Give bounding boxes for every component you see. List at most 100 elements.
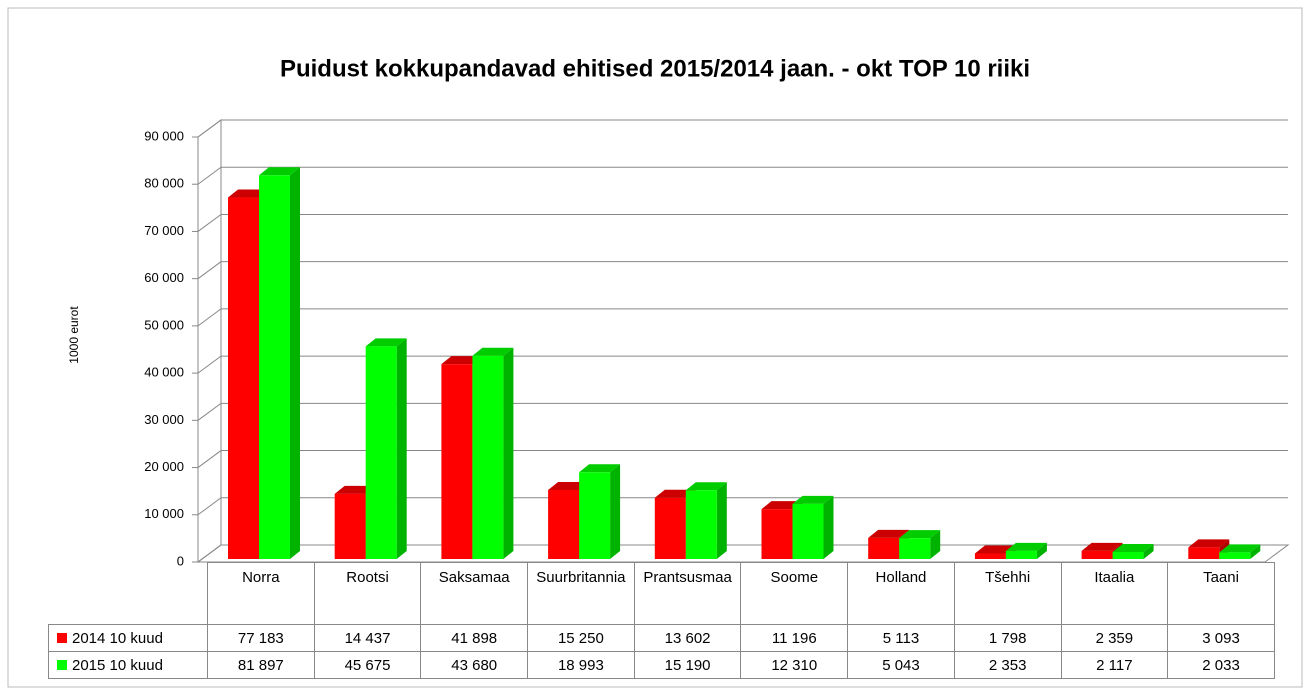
category-label: Norra [207,562,315,625]
bar-top [761,501,803,510]
chart-title: Puidust kokkupandavad ehitised 2015/2014… [280,55,1030,82]
bar [1081,550,1113,559]
category-label: Taani [1167,562,1275,625]
value-label: 15 250 [527,624,635,652]
category-label: Saksamaa [420,562,529,625]
bar [685,490,717,559]
bar [228,197,259,559]
bar-top [1112,544,1154,553]
bar-side [290,167,300,559]
value-label: 2 359 [1060,624,1169,652]
bar-side [716,482,727,559]
y-tick-label: 50 000 [144,317,184,332]
category-label: Tšehhi [953,562,1062,625]
bar-top [259,167,300,176]
value-label: 2 117 [1060,651,1169,679]
bar [868,537,900,559]
grid-line [197,450,1288,468]
value-label: 14 437 [313,624,422,652]
bar [1188,547,1220,559]
bar [1112,552,1144,559]
y-tick-label: 70 000 [144,223,184,238]
data-table: Norra Rootsi Saksamaa Suurbritannia Prantsus… [48,562,1275,679]
value-label: 1 798 [953,624,1062,652]
bar [334,493,366,559]
bar-top [1188,539,1230,548]
bar-top [654,489,696,498]
y-tick-label: 60 000 [144,270,184,285]
value-label: 12 310 [740,651,849,679]
value-label: 77 183 [207,624,315,652]
grid-line [197,166,1288,185]
bar-side [1036,542,1047,559]
value-label: 45 675 [313,651,422,679]
bar [974,553,1006,559]
y-tick-label: 10 000 [144,506,184,521]
legend-cell: 2014 10 kuud [48,624,208,652]
bar-top [1081,542,1123,551]
y-tick-label: 90 000 [144,128,184,143]
value-label: 5 113 [847,624,955,652]
bar [441,364,473,559]
grid-line [197,355,1288,374]
legend-label: 2014 10 kuud [72,629,163,647]
bar [792,503,824,559]
value-label: 15 190 [633,651,742,679]
grid-line [197,308,1288,327]
bar-top [974,545,1016,554]
bar-top [685,482,727,491]
value-label: 2 033 [1167,651,1275,679]
bar [654,497,686,559]
bar [761,509,793,559]
legend-key [57,659,67,670]
table-row: 2014 10 kuud 77 183 14 437 41 898 15 250 13 6… [48,624,1275,652]
bar-top [472,347,514,356]
bar [1005,550,1037,559]
value-label: 81 897 [207,651,315,679]
bar-top [899,530,941,539]
value-label: 2 353 [953,651,1062,679]
bar [548,489,580,559]
y-tick-label: 80 000 [144,176,184,191]
grid-line [197,261,1288,280]
grid-line [197,402,1288,421]
value-label: 5 043 [847,651,955,679]
bar-top [334,485,376,494]
bar [472,355,504,559]
bar-side [823,495,834,559]
bar-top [792,495,834,504]
bar [579,472,611,559]
grid-line [197,213,1288,232]
y-tick-label: 40 000 [144,365,184,380]
bar-top [1005,542,1047,551]
bar-top [1219,544,1261,553]
value-label: 3 093 [1167,624,1275,652]
legend-cell: 2015 10 kuud [48,651,208,679]
category-label: Holland [847,562,955,625]
legend-label: 2015 10 kuud [72,656,163,674]
category-label: Prantsusmaa [633,562,742,625]
bar-side [1250,544,1261,559]
bar [1219,552,1251,559]
y-axis-label: 1000 eurot [67,306,81,364]
value-label: 43 680 [420,651,529,679]
bar-side [1143,544,1154,559]
grid-line [197,497,1288,516]
bar-top [548,481,590,490]
bar [899,538,931,559]
value-label: 13 602 [633,624,742,652]
bar [259,175,290,559]
category-label: Itaalia [1060,562,1169,625]
y-tick-label: 0 [177,553,184,568]
y-tick-label: 30 000 [144,412,184,427]
bar-top [441,356,483,365]
value-label: 11 196 [740,624,849,652]
grid-line [197,119,1288,138]
table-row: 2015 10 kuud 81 897 45 675 43 680 18 993 15 1… [48,651,1275,679]
bar-top [579,464,621,473]
y-tick-label: 20 000 [144,459,184,474]
category-label: Soome [740,562,849,625]
legend-key [57,632,67,643]
category-label: Suurbritannia [527,562,635,625]
